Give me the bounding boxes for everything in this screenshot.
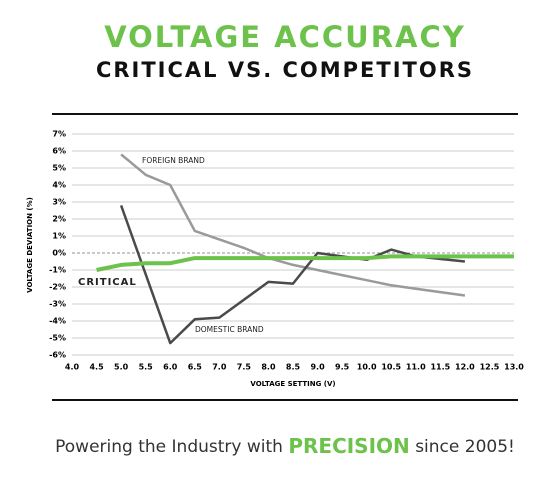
y-tick-label: 4% <box>52 181 66 190</box>
series-label: FOREIGN BRAND <box>142 156 205 165</box>
x-tick-label: 11.5 <box>430 363 450 372</box>
y-tick-label: 5% <box>52 164 66 173</box>
y-tick-label: 1% <box>52 232 66 241</box>
series-label: DOMESTIC BRAND <box>195 325 264 334</box>
x-tick-label: 9.0 <box>310 363 325 372</box>
y-tick-label: -4% <box>49 317 66 326</box>
chart-subtitle: CRITICAL VS. COMPETITORS <box>96 58 474 82</box>
x-tick-label: 11.0 <box>406 363 426 372</box>
x-tick-label: 10.0 <box>357 363 377 372</box>
y-tick-label: 7% <box>52 130 66 139</box>
chart-title: VOLTAGE ACCURACY <box>104 20 466 54</box>
y-tick-label: 3% <box>52 198 66 207</box>
y-tick-label: 2% <box>52 215 66 224</box>
x-tick-label: 8.5 <box>286 363 301 372</box>
footer: Powering the Industry with PRECISION sin… <box>55 434 515 458</box>
y-tick-label: -5% <box>49 334 66 343</box>
series-line <box>119 204 466 345</box>
y-tick-label: -3% <box>49 300 66 309</box>
y-axis-label: VOLTAGE DEVIATION (%) <box>26 197 34 293</box>
x-tick-label: 4.5 <box>89 363 104 372</box>
x-axis-label: VOLTAGE SETTING (V) <box>250 380 335 388</box>
x-tick-label: 6.0 <box>163 363 178 372</box>
x-tick-label: 7.0 <box>212 363 227 372</box>
y-tick-label: -2% <box>49 283 66 292</box>
footer-text: Powering the Industry with <box>55 437 283 457</box>
y-tick-label: 6% <box>52 147 66 156</box>
x-tick-label: 6.5 <box>188 363 203 372</box>
footer-text: since 2005! <box>415 437 515 457</box>
series-label: CRITICAL <box>78 277 137 288</box>
x-tick-label: 12.5 <box>480 363 500 372</box>
y-tick-label: -1% <box>49 266 66 275</box>
x-tick-label: 4.0 <box>65 363 80 372</box>
series-line <box>96 254 514 272</box>
x-tick-label: 5.5 <box>139 363 154 372</box>
y-tick-label: -6% <box>49 351 66 360</box>
x-tick-label: 7.5 <box>237 363 252 372</box>
x-tick-label: 13.0 <box>504 363 524 372</box>
x-tick-label: 9.5 <box>335 363 350 372</box>
x-tick-label: 8.0 <box>261 363 276 372</box>
x-tick-label: 12.0 <box>455 363 475 372</box>
x-tick-label: 5.0 <box>114 363 129 372</box>
x-tick-label: 10.5 <box>381 363 401 372</box>
y-tick-label: 0% <box>52 249 66 258</box>
footer-highlight: PRECISION <box>288 434 409 458</box>
series-line <box>120 153 466 297</box>
